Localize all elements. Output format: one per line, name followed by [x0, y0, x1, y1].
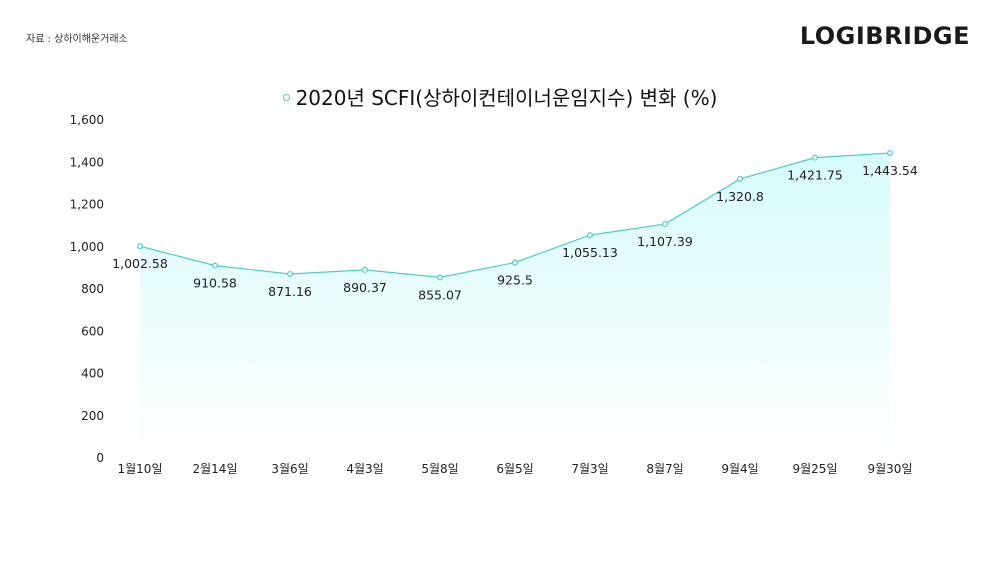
y-tick-label: 0 [96, 451, 104, 465]
x-tick-label: 3월6일 [271, 462, 308, 476]
plot-area: 1,002.58 910.58 871.16 890.37 855.07 925.5 1,0… [112, 150, 918, 458]
y-tick-label: 200 [81, 409, 104, 423]
data-label: 1,002.58 [112, 256, 168, 271]
x-tick-label: 8월7일 [646, 462, 683, 476]
x-tick-label: 5월8일 [421, 462, 458, 476]
title-bullet-icon [282, 94, 290, 101]
y-tick-label: 800 [81, 282, 104, 296]
x-tick-label: 9월30일 [868, 462, 913, 476]
x-axis: 1월10일 2월14일 3월6일 4월3일 5월8일 6월5일 7월3일 8월7일 9월4일 9월… [118, 462, 913, 476]
x-tick-label: 9월25일 [793, 462, 838, 476]
data-point [362, 266, 369, 273]
x-tick-label: 2월14일 [193, 462, 238, 476]
data-label: 871.16 [268, 284, 312, 299]
y-axis: 0 200 400 600 800 1,000 1,200 1,400 1,600 [70, 113, 104, 465]
chart-title: 2020년 SCFI(상하이컨테이너운임지수) 변화 (%) [295, 86, 718, 110]
x-tick-label: 4월3일 [346, 462, 383, 476]
y-tick-label: 1,200 [70, 198, 104, 212]
data-label: 1,107.39 [637, 234, 693, 249]
data-label: 910.58 [193, 276, 237, 291]
data-point [437, 274, 444, 281]
source-note: 자료 : 상하이해운거래소 [26, 34, 128, 45]
y-tick-label: 400 [81, 367, 104, 381]
data-point [287, 270, 294, 277]
y-tick-label: 600 [81, 324, 104, 338]
series-area [140, 153, 890, 458]
x-tick-label: 6월5일 [496, 462, 533, 476]
data-point [586, 232, 593, 239]
brand-logo: LOGIBRIDGE [799, 22, 970, 50]
data-label: 1,320.8 [716, 189, 764, 204]
data-point [736, 175, 743, 182]
data-label: 925.5 [497, 272, 533, 287]
data-label: 890.37 [343, 280, 387, 295]
data-label: 855.07 [418, 287, 462, 302]
data-point [212, 262, 219, 269]
x-tick-label: 1월10일 [118, 462, 163, 476]
chart-title-row: 2020년 SCFI(상하이컨테이너운임지수) 변화 (%) [0, 82, 1000, 111]
y-tick-label: 1,400 [70, 155, 104, 169]
x-tick-label: 9월4일 [721, 462, 758, 476]
data-point [886, 150, 893, 157]
y-tick-label: 1,600 [70, 113, 104, 127]
data-point [511, 259, 518, 266]
data-label: 1,443.54 [862, 163, 918, 178]
data-label: 1,055.13 [562, 245, 618, 260]
data-point [661, 221, 668, 228]
data-point [811, 154, 818, 161]
data-point [137, 243, 144, 250]
data-label: 1,421.75 [787, 168, 843, 183]
x-tick-label: 7월3일 [571, 462, 608, 476]
y-tick-label: 1,000 [70, 240, 104, 254]
